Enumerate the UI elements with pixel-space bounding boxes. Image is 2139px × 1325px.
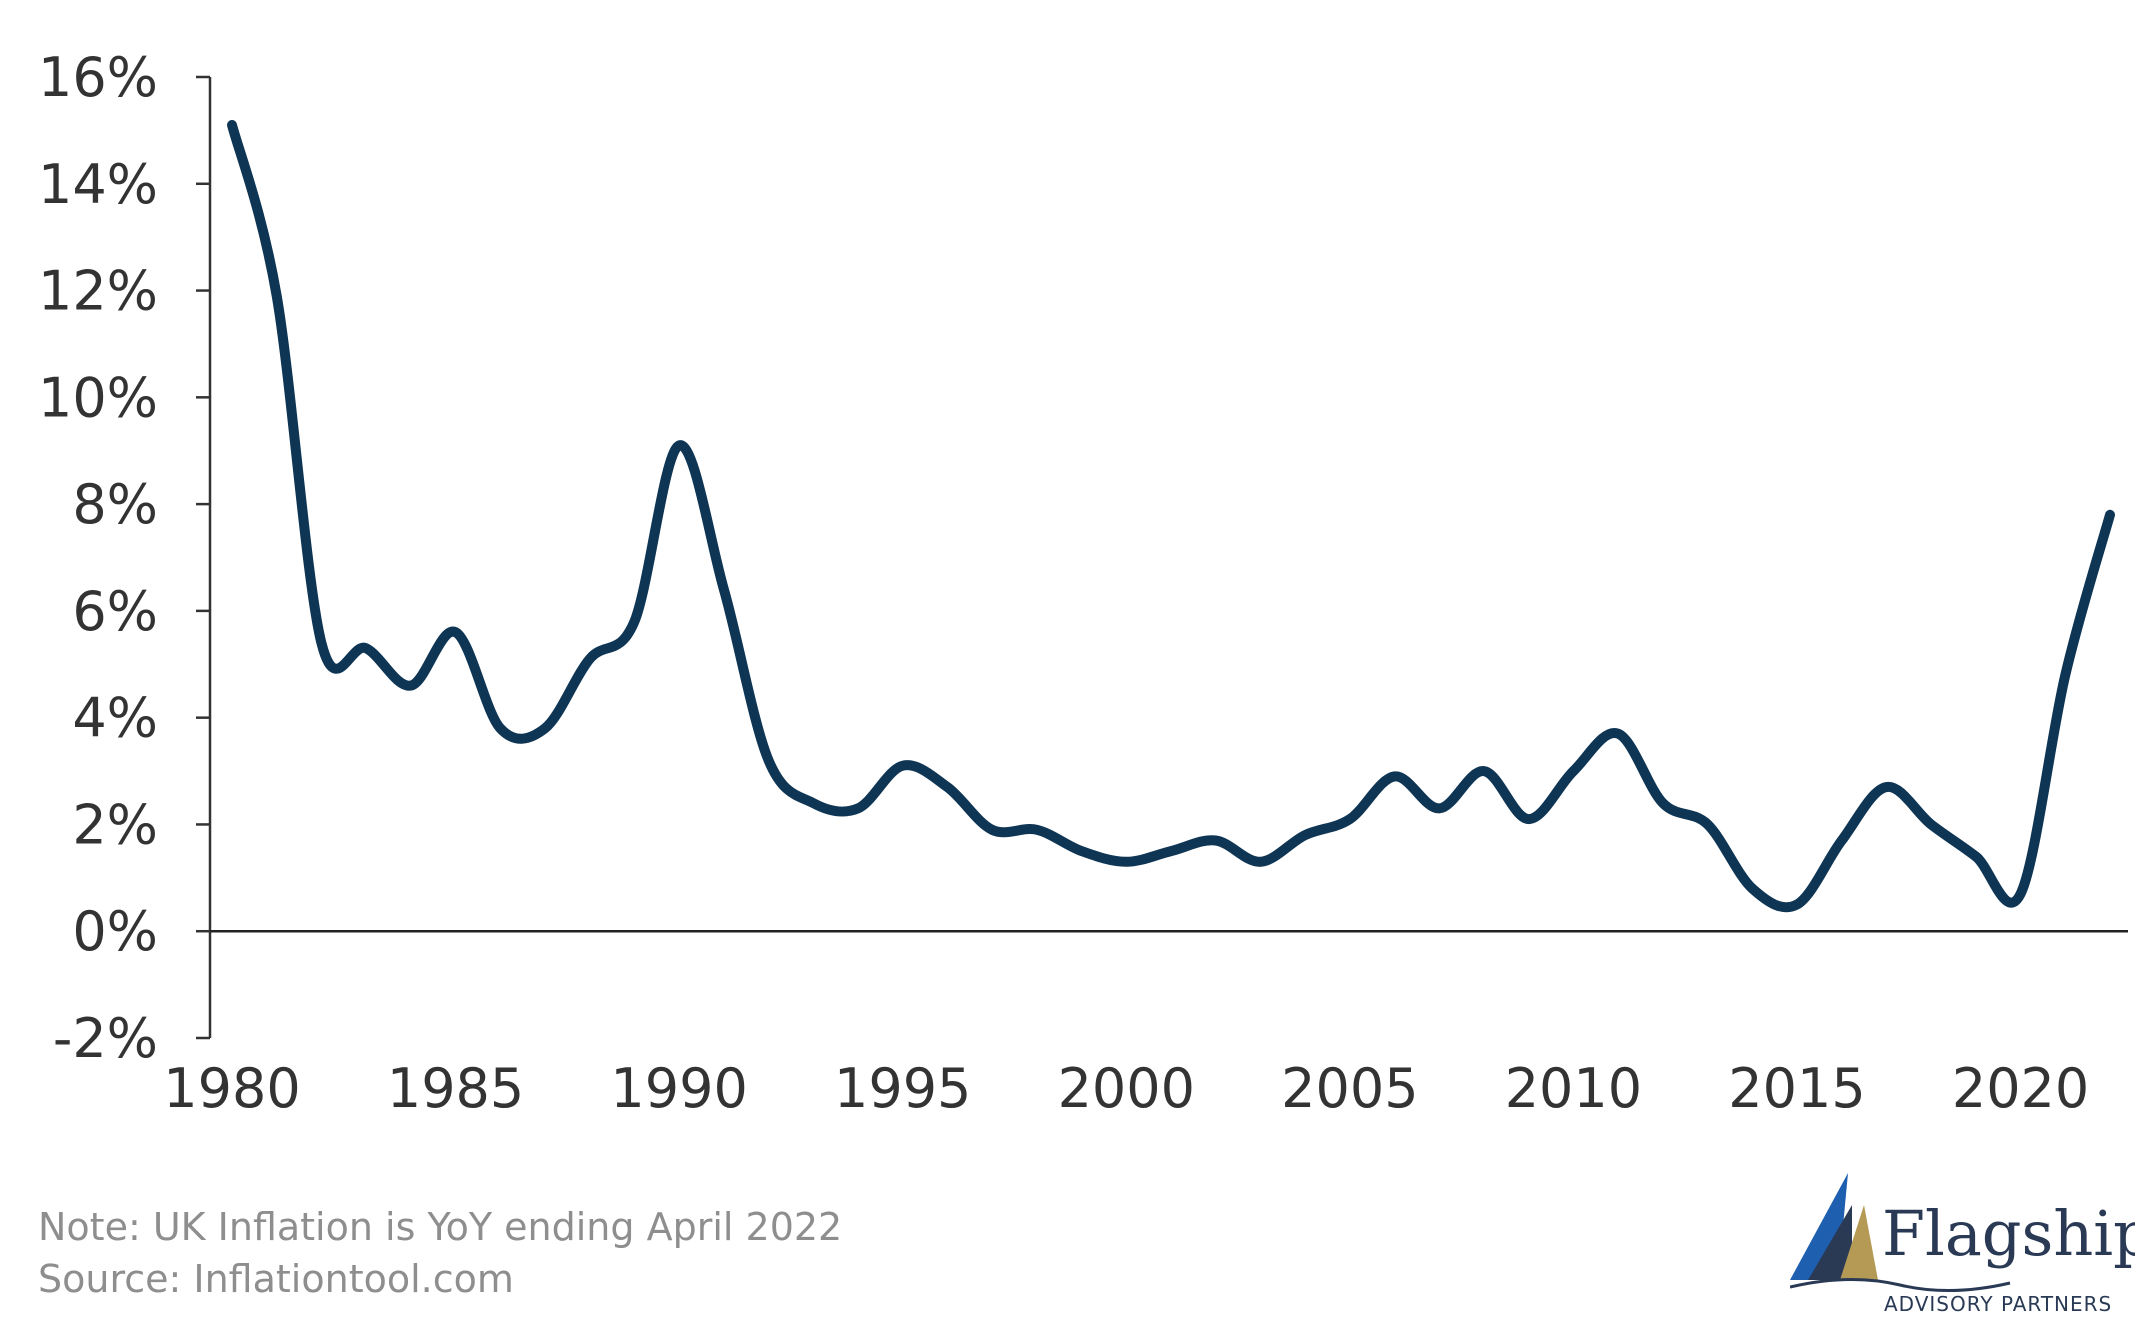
series-line — [227, 120, 2115, 913]
data-point — [320, 642, 322, 644]
data-point — [2109, 514, 2111, 516]
x-axis: 1980 1985 1990 1995 2000 2005 2010 2015 2020 — [163, 929, 2128, 1120]
data-point — [1930, 823, 1932, 825]
data-point — [1751, 888, 1753, 889]
y-tick-label: 6% — [72, 580, 158, 643]
x-tick-label: 2000 — [1058, 1057, 1195, 1120]
y-tick-label: 14% — [38, 153, 158, 216]
x-tick-label: 2005 — [1281, 1057, 1418, 1120]
x-tick-label: 1990 — [610, 1057, 747, 1120]
data-point — [276, 295, 278, 297]
data-point — [1215, 840, 1217, 841]
data-point — [1349, 818, 1351, 820]
data-point — [1662, 802, 1664, 804]
data-point — [1617, 733, 1619, 735]
data-point — [1036, 829, 1038, 831]
y-tick-label: 16% — [38, 46, 158, 109]
chart-note: Note: UK Inflation is YoY ending April 2… — [38, 1205, 843, 1249]
data-point — [544, 727, 546, 729]
logo-subtitle: ADVISORY PARTNERS — [1884, 1292, 2112, 1316]
data-point — [410, 685, 412, 687]
data-point — [1975, 856, 1977, 857]
data-point — [1528, 818, 1530, 820]
data-point — [1170, 850, 1172, 852]
data-point — [365, 647, 367, 649]
y-tick-label: 10% — [38, 366, 158, 429]
x-tick-label: 2015 — [1728, 1057, 1865, 1120]
data-point — [678, 444, 680, 446]
data-point — [946, 786, 948, 788]
data-point — [1081, 850, 1083, 852]
x-tick-label: 1985 — [387, 1057, 524, 1120]
data-point — [455, 631, 457, 633]
data-point — [1125, 861, 1127, 863]
data-point — [2064, 674, 2066, 676]
flagship-logo: Flagship ADVISORY PARTNERS — [1790, 1173, 2135, 1316]
x-tick-label: 1980 — [163, 1057, 300, 1120]
data-point — [1572, 770, 1574, 772]
y-axis: -2% 0% 2% 4% 6% 8% 10% 12% 14% 16% — [38, 46, 212, 1070]
data-point — [1259, 861, 1261, 863]
y-tick-label: 12% — [38, 260, 158, 323]
data-point — [812, 802, 814, 804]
data-point — [499, 727, 501, 729]
x-tick-label: 1995 — [834, 1057, 971, 1120]
data-point — [2020, 893, 2022, 895]
data-point — [1707, 823, 1709, 825]
data-point — [768, 759, 770, 761]
data-point — [1438, 807, 1440, 809]
series-layer — [227, 120, 2115, 913]
data-point — [633, 621, 635, 623]
y-tick-label: 0% — [72, 900, 158, 963]
data-point — [1885, 786, 1887, 788]
data-point — [991, 829, 993, 831]
y-tick-label: 8% — [72, 473, 158, 536]
chart-source: Source: Inflationtool.com — [38, 1257, 514, 1301]
data-point — [231, 124, 233, 126]
inflation-line-chart: -2%0%2%4%6%8%10%12%14%16% 1980 1985 1990 19… — [38, 46, 2128, 1120]
y-tick-label: 2% — [72, 793, 158, 856]
data-point — [857, 807, 859, 809]
y-tick-label: 4% — [72, 687, 158, 750]
data-point — [902, 765, 904, 767]
logo-wordmark: Flagship — [1882, 1197, 2135, 1270]
sail-icon — [1790, 1173, 2011, 1293]
data-point — [1483, 770, 1485, 772]
data-point — [1796, 904, 1798, 905]
data-point — [589, 658, 591, 660]
data-point — [1394, 775, 1396, 777]
y-tick-label: -2% — [53, 1007, 158, 1070]
data-point — [723, 589, 725, 590]
data-point — [1304, 834, 1306, 836]
x-tick-label: 2010 — [1505, 1057, 1642, 1120]
x-tick-label: 2020 — [1952, 1057, 2089, 1120]
data-point — [1841, 840, 1843, 841]
